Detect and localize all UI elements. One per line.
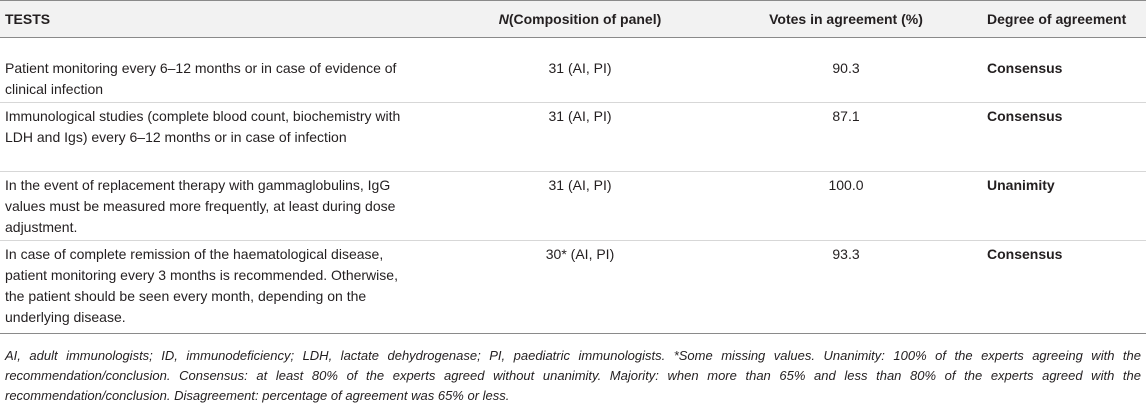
table-bottom-rule [0, 333, 1146, 334]
row-separator [0, 240, 1146, 241]
row-4-degree: Consensus [987, 246, 1063, 262]
row-3-degree: Unanimity [987, 177, 1055, 193]
header-n-letter: N [498, 11, 509, 27]
row-1-degree: Consensus [987, 60, 1063, 76]
row-4-n: 30* (AI, PI) [545, 246, 615, 262]
row-1-votes: 90.3 [832, 60, 860, 76]
header-tests: TESTS [5, 11, 51, 27]
row-separator [0, 102, 1146, 103]
header-composition-label: (Composition of panel) [508, 11, 662, 27]
header-n-composition: N(Composition of panel) [455, 9, 705, 30]
row-2-degree: Consensus [987, 108, 1063, 124]
row-2-votes: 87.1 [832, 108, 860, 124]
row-2-test: Immunological studies (complete blood co… [5, 108, 401, 145]
row-4-test: In case of complete remission of the hae… [5, 246, 398, 325]
row-4-votes: 93.3 [832, 246, 860, 262]
row-1-n: 31 (AI, PI) [548, 60, 612, 76]
row-3-votes: 100.0 [828, 177, 864, 193]
row-3-n: 31 (AI, PI) [548, 177, 612, 193]
row-2-n: 31 (AI, PI) [548, 108, 612, 124]
table-header-row [0, 0, 1146, 38]
header-votes: Votes in agreement (%) [769, 11, 923, 27]
row-1-test: Patient monitoring every 6–12 months or … [5, 60, 397, 97]
table-footnote: AI, adult immunologists; ID, immunodefic… [5, 348, 1141, 403]
row-separator [0, 171, 1146, 172]
header-degree: Degree of agreement [987, 11, 1127, 27]
row-3-test: In the event of replacement therapy with… [5, 177, 396, 235]
